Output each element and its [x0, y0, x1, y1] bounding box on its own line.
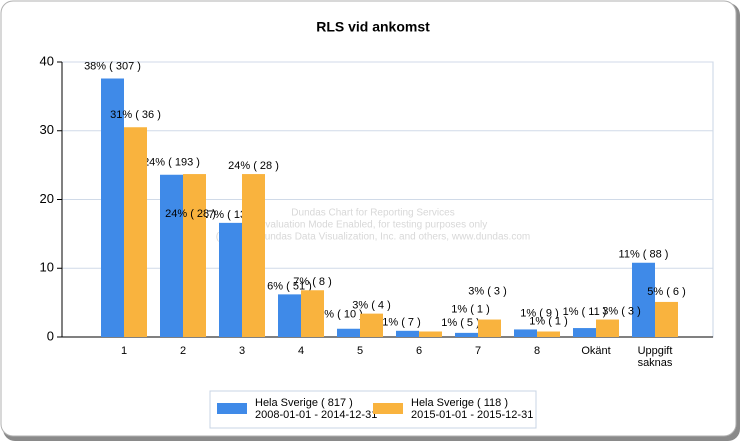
data-label: 1% ( 5 ): [441, 317, 480, 329]
bar: [337, 328, 360, 337]
legend-period: 2008-01-01 - 2014-12-31: [255, 409, 377, 421]
bar: [124, 127, 147, 338]
bar: [596, 319, 619, 337]
legend-swatch: [217, 403, 247, 414]
bar: [632, 262, 655, 337]
data-label: 24% ( 28 ): [228, 160, 279, 172]
legend-period: 2015-01-01 - 2015-12-31: [411, 409, 533, 421]
legend-swatch: [373, 403, 403, 414]
x-tick-label: 1: [120, 345, 128, 357]
data-label: 1% ( 10 ): [318, 309, 363, 321]
bar: [160, 174, 183, 337]
watermark: Evaluation Mode Enabled, for testing pur…: [259, 220, 487, 231]
data-label: 3% ( 3 ): [468, 285, 507, 297]
bar: [514, 329, 537, 337]
data-label: 1% ( 9 ): [520, 307, 559, 319]
y-tick-label: 10: [40, 260, 54, 275]
data-label: 31% ( 36 ): [110, 109, 161, 121]
y-tick-label: 0: [47, 328, 54, 343]
bar: [278, 294, 301, 337]
data-label: 5% ( 6 ): [647, 286, 686, 298]
x-tick-label: 6: [415, 345, 423, 357]
legend-label: Hela Sverige ( 817 ): [255, 397, 353, 409]
x-tick-label: Uppgift saknas: [637, 345, 673, 369]
chart-title: RLS vid ankomst: [316, 19, 430, 35]
x-tick-label: Okänt: [581, 345, 611, 357]
data-label: 3% ( 3 ): [602, 305, 641, 317]
legend-label: Hela Sverige ( 118 ): [411, 397, 508, 409]
bar: [573, 328, 596, 337]
bar: [655, 301, 678, 337]
y-tick-label: 30: [40, 122, 54, 137]
data-label: 24% ( 193 ): [143, 157, 200, 169]
y-tick-label: 40: [40, 53, 54, 68]
bar: [183, 174, 206, 337]
data-label: 11% ( 88 ): [619, 249, 669, 261]
bar: [455, 332, 478, 337]
x-tick-label: 2: [179, 345, 187, 357]
x-tick-label: 3: [238, 345, 246, 357]
data-label: 6% ( 51 ): [267, 280, 312, 292]
bar: [242, 174, 265, 337]
data-label: 38% ( 307 ): [84, 60, 141, 72]
bar: [396, 330, 419, 337]
bar: [537, 331, 560, 337]
data-label: 24% ( 28 ): [165, 208, 216, 220]
y-tick-label: 20: [40, 191, 54, 206]
bar: [419, 331, 442, 337]
data-label: 1% ( 1 ): [529, 315, 568, 327]
bar: [301, 290, 324, 337]
x-tick-label: 4: [297, 345, 305, 357]
bar: [360, 313, 383, 337]
bar: [478, 319, 501, 337]
watermark: (C) 2009 Dundas Data Visualization, Inc.…: [216, 232, 530, 243]
data-label: 7% ( 8 ): [293, 276, 332, 288]
data-label: 1% ( 7 ): [382, 317, 421, 329]
bar: [101, 78, 124, 337]
data-label: 3% ( 4 ): [352, 300, 391, 312]
data-label: 1% ( 1 ): [451, 303, 490, 315]
x-tick-label: 8: [533, 345, 541, 357]
x-tick-label: 5: [356, 345, 364, 357]
x-tick-label: 7: [474, 345, 482, 357]
watermark: Dundas Chart for Reporting Services: [291, 208, 454, 219]
data-label: 1% ( 11 ): [563, 306, 607, 318]
bar: [219, 222, 242, 337]
legend: [209, 390, 537, 429]
